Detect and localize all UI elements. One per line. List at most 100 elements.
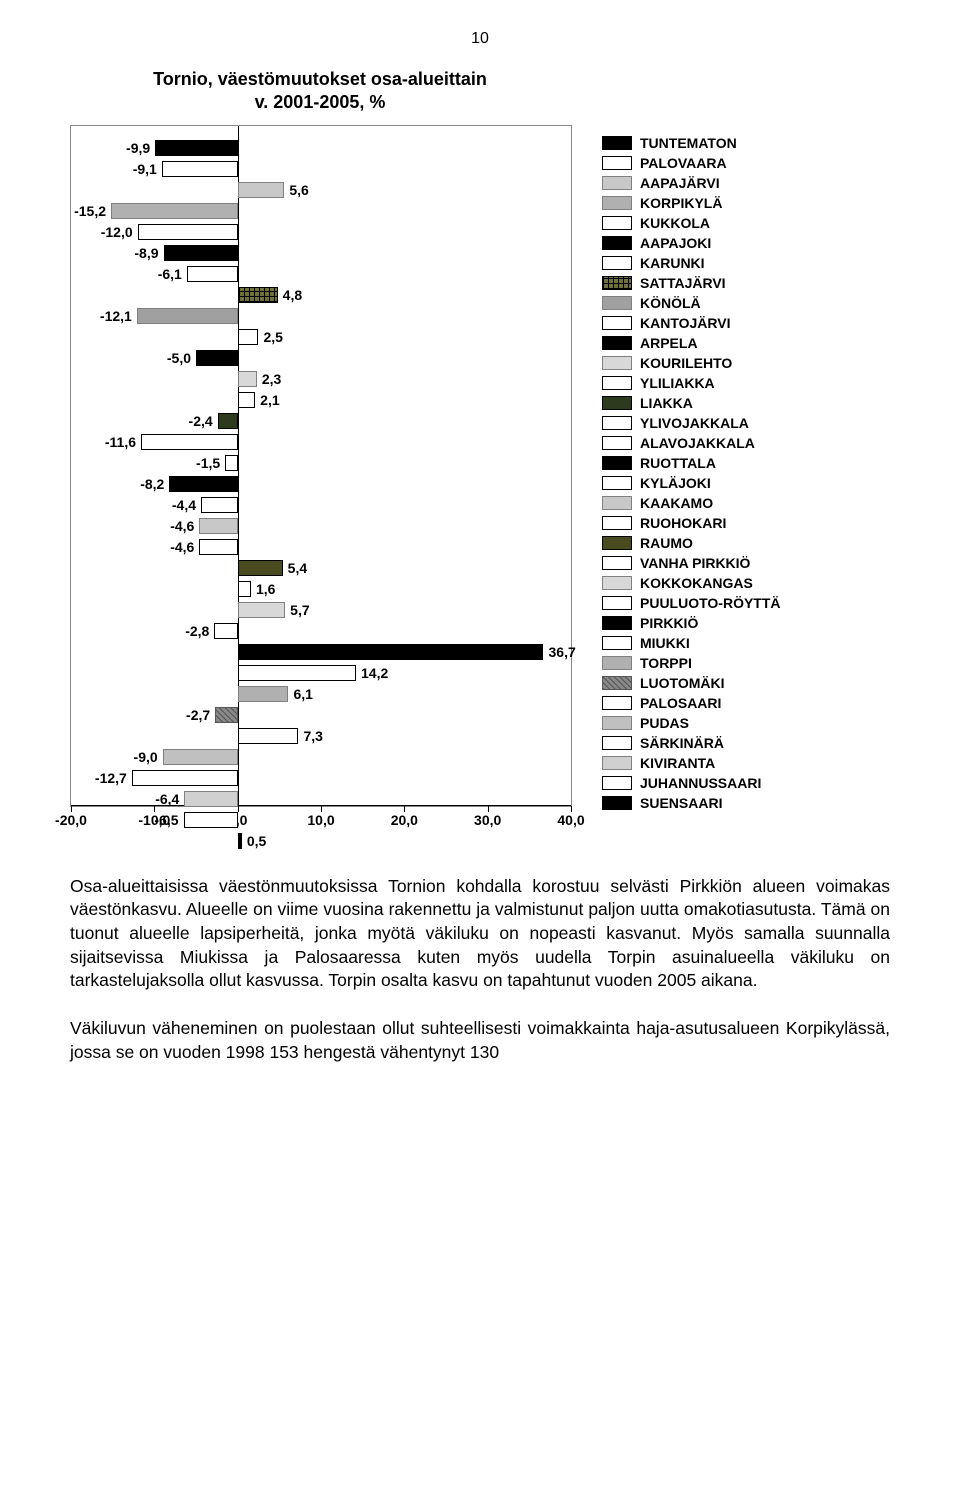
legend-swatch (602, 716, 632, 730)
legend-item: JUHANNUSSAARI (602, 775, 781, 791)
legend-item: KUKKOLA (602, 215, 781, 231)
bar-kukkola (138, 224, 238, 240)
legend-swatch (602, 136, 632, 150)
page: 10 Tornio, väestömuutokset osa-alueittai… (0, 0, 960, 1128)
bar-value-label: 5,7 (290, 602, 309, 618)
legend-label: KÖNÖLÄ (640, 295, 701, 311)
body-text: Osa-alueittaisissa väestönmuutoksissa To… (70, 875, 890, 1064)
legend-swatch (602, 676, 632, 690)
legend-label: KARUNKI (640, 255, 705, 271)
legend-label: PALOVAARA (640, 155, 727, 171)
legend: TUNTEMATONPALOVAARAAAPAJÄRVIKORPIKYLÄKUK… (602, 135, 781, 815)
bar-value-label: -8,9 (134, 245, 158, 261)
page-number: 10 (70, 30, 890, 48)
bar-value-label: -12,0 (101, 224, 133, 240)
bar-value-label: 14,2 (361, 665, 388, 681)
legend-label: AAPAJÄRVI (640, 175, 720, 191)
zero-axis (238, 126, 239, 806)
legend-swatch (602, 616, 632, 630)
legend-label: KIVIRANTA (640, 755, 715, 771)
x-tick-label: 10,0 (307, 812, 334, 828)
bar-palosaari (238, 728, 299, 744)
legend-swatch (602, 176, 632, 190)
legend-swatch (602, 516, 632, 530)
bar-value-label: 7,3 (304, 728, 323, 744)
bar-suensaari (238, 833, 242, 849)
chart-block: -20,0-10,00,010,020,030,040,0-9,9-9,15,6… (70, 125, 890, 815)
bar-puuluoto-r-ytt- (214, 623, 237, 639)
legend-label: RAUMO (640, 535, 693, 551)
bar-value-label: 2,3 (262, 371, 281, 387)
legend-swatch (602, 696, 632, 710)
bar-value-label: -4,6 (170, 539, 194, 555)
legend-item: PALOVAARA (602, 155, 781, 171)
legend-label: KAAKAMO (640, 495, 713, 511)
legend-label: SATTAJÄRVI (640, 275, 726, 291)
legend-label: RUOHOKARI (640, 515, 726, 531)
legend-label: MIUKKI (640, 635, 690, 651)
bar-value-label: 0,5 (247, 833, 266, 849)
bar-value-label: -6,4 (155, 791, 179, 807)
legend-item: PIRKKIÖ (602, 615, 781, 631)
x-tick-label: 20,0 (391, 812, 418, 828)
legend-item: PUDAS (602, 715, 781, 731)
legend-label: SUENSAARI (640, 795, 722, 811)
x-tick-label: -20,0 (55, 812, 87, 828)
bar-kyl-joki (201, 497, 238, 513)
bar-value-label: 5,4 (288, 560, 307, 576)
legend-swatch (602, 776, 632, 790)
bar-s-rkin-r- (132, 770, 238, 786)
bar-value-label: -12,1 (100, 308, 132, 324)
legend-item: KANTOJÄRVI (602, 315, 781, 331)
bar-value-label: -8,2 (140, 476, 164, 492)
bar-value-label: -9,1 (133, 161, 157, 177)
legend-label: YLIVOJAKKALA (640, 415, 749, 431)
legend-label: KYLÄJOKI (640, 475, 711, 491)
legend-item: YLIVOJAKKALA (602, 415, 781, 431)
bar-value-label: 5,6 (289, 182, 308, 198)
legend-label: JUHANNUSSAARI (640, 775, 761, 791)
legend-swatch (602, 556, 632, 570)
bar-value-label: -5,0 (167, 350, 191, 366)
bar-value-label: -9,0 (134, 749, 158, 765)
bar-torppi (238, 686, 289, 702)
bar-value-label: 2,5 (264, 329, 283, 345)
legend-swatch (602, 636, 632, 650)
legend-swatch (602, 356, 632, 370)
legend-swatch (602, 196, 632, 210)
legend-item: AAPAJÄRVI (602, 175, 781, 191)
bar-kiviranta (184, 791, 237, 807)
bar-value-label: -2,4 (189, 413, 213, 429)
legend-item: KÖNÖLÄ (602, 295, 781, 311)
bar-value-label: -2,8 (185, 623, 209, 639)
bar-value-label: -4,6 (170, 518, 194, 534)
bar-value-label: 4,8 (283, 287, 302, 303)
legend-swatch (602, 276, 632, 290)
legend-item: ALAVOJAKKALA (602, 435, 781, 451)
legend-label: KOURILEHTO (640, 355, 732, 371)
legend-label: LUOTOMÄKI (640, 675, 725, 691)
bar-kokkokangas (238, 602, 286, 618)
bar-juhannussaari (184, 812, 238, 828)
bar-kantoj-rvi (238, 329, 259, 345)
bar-raumo (238, 560, 283, 576)
legend-item: KIVIRANTA (602, 755, 781, 771)
bar-ruottala (169, 476, 237, 492)
legend-swatch (602, 596, 632, 610)
legend-label: PUULUOTO-RÖYTTÄ (640, 595, 781, 611)
legend-item: RUOTTALA (602, 455, 781, 471)
legend-item: LIAKKA (602, 395, 781, 411)
legend-swatch (602, 376, 632, 390)
legend-item: KORPIKYLÄ (602, 195, 781, 211)
bar-value-label: -6,1 (158, 266, 182, 282)
legend-swatch (602, 156, 632, 170)
paragraph-1: Osa-alueittaisissa väestönmuutoksissa To… (70, 875, 890, 993)
chart-title-line2: v. 2001-2005, % (255, 92, 386, 112)
legend-swatch (602, 796, 632, 810)
bar-palovaara (162, 161, 238, 177)
legend-label: PIRKKIÖ (640, 615, 698, 631)
bar-value-label: -15,2 (74, 203, 106, 219)
legend-swatch (602, 396, 632, 410)
legend-item: VANHA PIRKKIÖ (602, 555, 781, 571)
legend-item: SATTAJÄRVI (602, 275, 781, 291)
